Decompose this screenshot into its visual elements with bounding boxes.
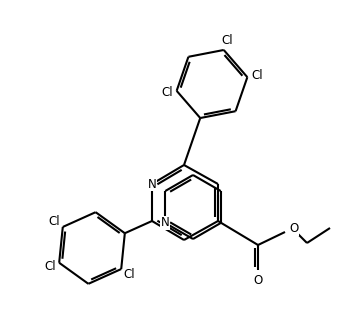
Text: O: O — [253, 273, 262, 287]
Text: N: N — [148, 177, 157, 190]
Text: N: N — [161, 217, 170, 230]
Text: O: O — [289, 223, 298, 236]
Text: Cl: Cl — [44, 260, 56, 273]
Text: Cl: Cl — [49, 215, 60, 228]
Text: Cl: Cl — [252, 69, 263, 82]
Text: Cl: Cl — [221, 34, 233, 47]
Text: Cl: Cl — [161, 86, 173, 99]
Text: Cl: Cl — [123, 268, 135, 281]
